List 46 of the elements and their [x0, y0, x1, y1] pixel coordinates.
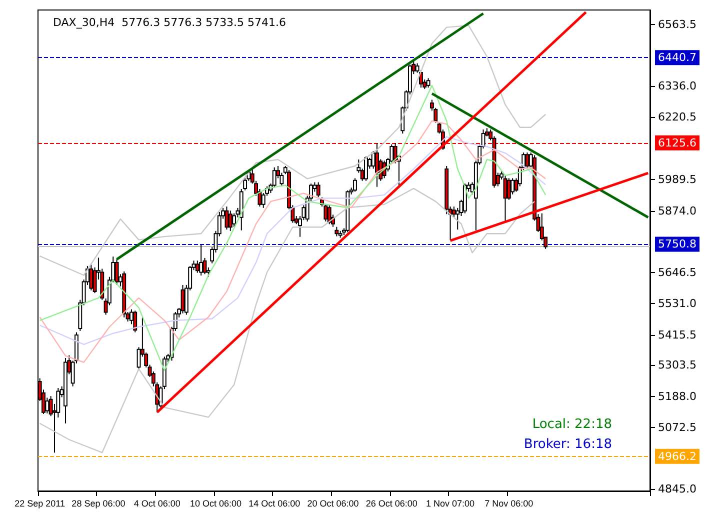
- x-tick-label: 20 Oct 06:00: [307, 498, 359, 508]
- ref-line-label: 5750.8: [658, 238, 696, 251]
- y-tick-label: 5531.0: [658, 297, 696, 310]
- candlestick: [195, 260, 200, 274]
- x-tick-label: 4 Oct 06:00: [134, 498, 180, 508]
- candlestick: [375, 142, 379, 188]
- y-tick-label: 5303.5: [658, 358, 696, 372]
- ref-line-label: 6440.7: [658, 51, 696, 64]
- candlestick: [364, 156, 368, 182]
- y-tick-label: 5989.5: [658, 173, 696, 186]
- x-tick-label: 7 Nov 06:00: [484, 498, 534, 508]
- y-tick-label: 5874.0: [658, 204, 696, 218]
- x-tick-label: 22 Sep 2011: [14, 498, 66, 508]
- candlestick: [503, 174, 508, 222]
- candlestick: [334, 226, 339, 237]
- ref-line-label: 4966.2: [658, 450, 696, 463]
- candlestick: [316, 182, 320, 198]
- y-tick-label: 6563.5: [658, 18, 696, 31]
- candlestick: [327, 204, 332, 225]
- y-tick-label: 5646.5: [658, 266, 696, 279]
- candlestick: [506, 178, 511, 200]
- y-tick-label: 6336.0: [658, 79, 696, 92]
- candlestick: [510, 178, 515, 195]
- candlestick: [426, 78, 430, 88]
- candlestick: [114, 258, 119, 286]
- text: DAX_30,H4 5776.3 5776.3 5733.5 5741.6: [53, 16, 286, 29]
- y-tick-label: 6220.5: [658, 110, 696, 124]
- candlestick: [89, 264, 94, 291]
- annotation: Broker: 16:18: [524, 437, 612, 452]
- y-tick-label: 4845.0: [658, 482, 696, 496]
- y-tick-label: 5415.5: [658, 328, 696, 342]
- candlestick: [353, 178, 357, 192]
- x-tick-label: 26 Oct 06:00: [366, 498, 418, 508]
- line-series: [39, 84, 546, 372]
- candlestick: [199, 244, 204, 276]
- candlestick: [525, 152, 530, 170]
- y-tick-label: 5072.5: [658, 421, 696, 434]
- candlestick: [228, 210, 232, 232]
- y-tick-label: 5188.0: [658, 390, 696, 403]
- candlestick: [133, 310, 138, 333]
- x-tick-label: 1 Nov 07:00: [426, 498, 475, 508]
- x-tick-label: 14 Oct 06:00: [248, 498, 300, 508]
- ref-line-label: 6125.6: [658, 136, 696, 150]
- x-tick-label: 28 Sep 06:00: [72, 498, 126, 508]
- x-tick-label: 10 Oct 06:00: [190, 498, 242, 508]
- annotation: Local: 22:18: [532, 417, 612, 432]
